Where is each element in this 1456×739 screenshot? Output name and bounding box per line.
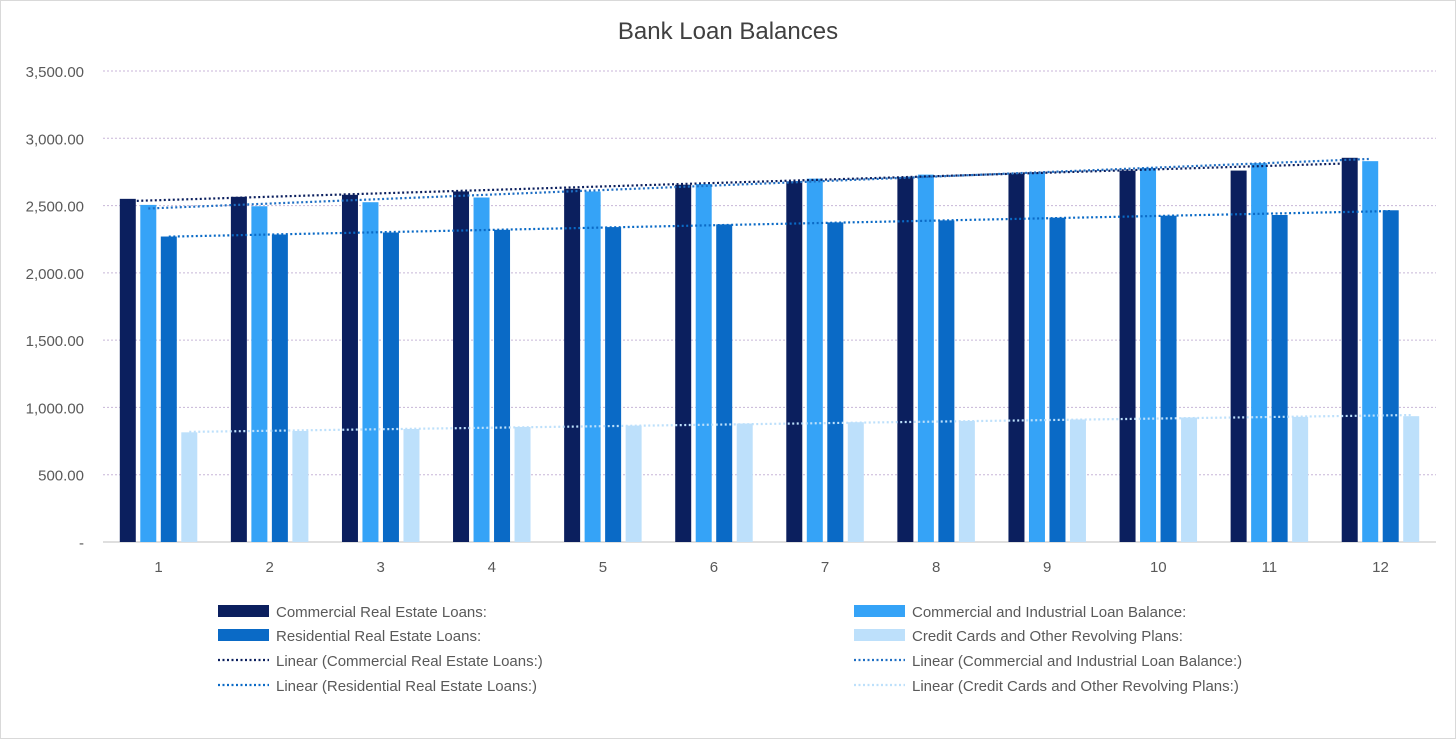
x-axis-tick-labels: 1 2 3 4 5 6 7 8 9 10 11 12 xyxy=(154,559,1388,576)
bar xyxy=(403,428,420,542)
gridlines xyxy=(103,70,1436,543)
x-tick-label: 8 xyxy=(932,559,940,576)
bar xyxy=(584,191,601,543)
legend-label: Credit Cards and Other Revolving Plans: xyxy=(912,628,1183,645)
bar xyxy=(625,425,642,542)
bars xyxy=(119,157,1420,543)
y-tick-label: 1,500.00 xyxy=(26,333,84,350)
x-tick-label: 6 xyxy=(710,559,718,576)
chart-title: Bank Loan Balances xyxy=(617,18,839,45)
bar xyxy=(251,206,268,542)
bar xyxy=(1292,416,1309,542)
bar xyxy=(140,204,157,543)
x-tick-label: 4 xyxy=(488,559,496,576)
trendline xyxy=(168,209,1391,238)
legend-swatch xyxy=(218,629,269,641)
bar xyxy=(292,430,309,542)
bar xyxy=(1403,416,1420,542)
trendline xyxy=(189,413,1412,433)
bar xyxy=(1119,170,1136,542)
bar xyxy=(786,181,803,542)
bar xyxy=(827,222,844,542)
legend-label: Linear (Commercial and Industrial Loan B… xyxy=(912,653,1242,670)
x-tick-label: 10 xyxy=(1150,559,1167,576)
trendlines xyxy=(127,157,1412,433)
bar xyxy=(181,432,198,542)
bar xyxy=(847,422,864,542)
bar xyxy=(806,178,823,542)
bar xyxy=(1008,173,1025,542)
bar xyxy=(514,426,531,542)
bar xyxy=(119,198,136,543)
bar xyxy=(1160,215,1177,542)
y-tick-label: 3,500.00 xyxy=(26,64,84,81)
bar xyxy=(695,184,712,543)
bar xyxy=(938,220,955,543)
x-tick-label: 1 xyxy=(154,559,162,576)
x-tick-label: 7 xyxy=(821,559,829,576)
x-tick-label: 5 xyxy=(599,559,607,576)
bar xyxy=(897,177,914,542)
bar xyxy=(716,224,733,542)
x-tick-label: 12 xyxy=(1372,559,1389,576)
legend-swatch xyxy=(854,629,905,641)
x-tick-label: 3 xyxy=(377,559,385,576)
y-tick-label: 2,500.00 xyxy=(26,199,84,216)
bar xyxy=(453,191,470,543)
x-tick-label: 9 xyxy=(1043,559,1051,576)
y-tick-label: 3,000.00 xyxy=(26,131,84,148)
legend-label: Linear (Credit Cards and Other Revolving… xyxy=(912,678,1239,695)
x-tick-label: 11 xyxy=(1262,559,1278,576)
bar xyxy=(605,227,622,543)
legend-label: Commercial and Industrial Loan Balance: xyxy=(912,604,1186,621)
bar xyxy=(1230,170,1247,542)
legend-label: Linear (Residential Real Estate Loans:) xyxy=(276,678,537,695)
bar xyxy=(362,202,379,542)
bar xyxy=(382,232,399,542)
bar xyxy=(1271,214,1288,542)
bar xyxy=(958,420,975,542)
bar xyxy=(1362,161,1379,543)
bar xyxy=(1181,417,1198,542)
bar xyxy=(341,194,358,542)
legend-swatch xyxy=(218,605,269,617)
bar xyxy=(675,184,692,542)
legend-label: Residential Real Estate Loans: xyxy=(276,628,481,645)
bar xyxy=(1140,167,1157,543)
x-tick-label: 2 xyxy=(265,559,273,576)
bar xyxy=(1049,217,1066,542)
legend-swatch xyxy=(854,605,905,617)
bar xyxy=(473,197,490,543)
bar xyxy=(271,234,288,543)
bar xyxy=(736,423,753,542)
y-tick-label: 2,000.00 xyxy=(26,266,84,283)
legend-label: Commercial Real Estate Loans: xyxy=(276,604,487,621)
bar xyxy=(1251,163,1268,542)
bar xyxy=(494,229,511,542)
bar xyxy=(160,236,177,542)
y-tick-label: 1,000.00 xyxy=(26,400,84,417)
y-tick-label: 500.00 xyxy=(38,468,84,485)
bar xyxy=(564,188,581,542)
legend-label: Linear (Commercial Real Estate Loans:) xyxy=(276,653,543,670)
legend: Commercial Real Estate Loans: Commercial … xyxy=(218,604,1242,695)
trendline xyxy=(127,162,1350,203)
bar xyxy=(1028,172,1045,542)
y-axis-tick-labels: - 500.00 1,000.00 1,500.00 2,000.00 2,500.00 3… xyxy=(26,64,84,552)
bar xyxy=(1069,419,1086,542)
bar xyxy=(230,196,247,542)
trendline xyxy=(148,157,1371,210)
bar xyxy=(1341,157,1358,542)
bar xyxy=(917,174,934,542)
bar xyxy=(1382,210,1399,542)
y-tick-label: - xyxy=(79,535,84,552)
